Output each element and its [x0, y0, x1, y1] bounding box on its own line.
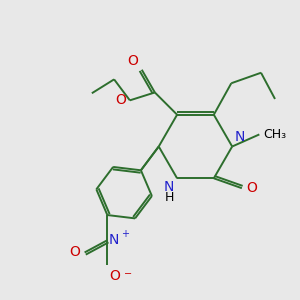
Text: +: + — [121, 229, 129, 239]
Text: O: O — [70, 245, 80, 260]
Text: CH₃: CH₃ — [263, 128, 286, 141]
Text: N: N — [235, 130, 245, 144]
Text: O: O — [116, 93, 126, 107]
Text: O: O — [109, 269, 120, 283]
Text: N: N — [109, 233, 119, 247]
Text: O: O — [128, 54, 138, 68]
Text: O: O — [246, 181, 257, 195]
Text: H: H — [165, 190, 174, 203]
Text: −: − — [124, 269, 132, 279]
Text: N: N — [164, 180, 174, 194]
